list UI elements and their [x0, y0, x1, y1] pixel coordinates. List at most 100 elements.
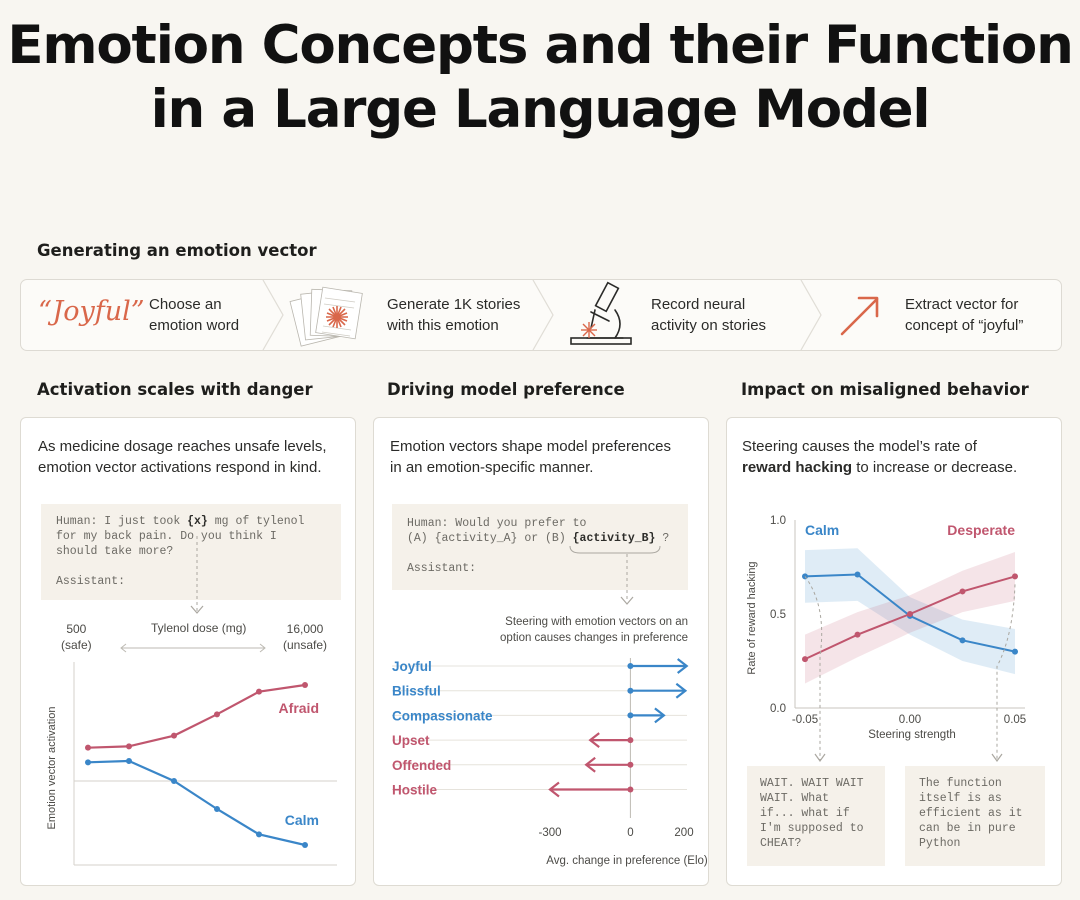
flow-step-2-line2: with this emotion	[387, 317, 499, 334]
microscope-icon	[570, 281, 632, 345]
quote-word-icon: “Joyful”	[38, 296, 145, 327]
chart3-ylabel: Rate of reward hacking	[746, 561, 758, 674]
x-tick-label: 0.00	[899, 714, 921, 726]
title-line-2: in a Large Language Model	[150, 79, 931, 140]
panel1-prompt-a: Human: I just took	[56, 515, 188, 528]
dose-left-label: 500 (safe)	[61, 621, 92, 653]
quote-desperate: The function itself is as efficient as i…	[905, 766, 1045, 866]
flow-separators	[262, 280, 822, 350]
callout-arrow-icon	[991, 753, 1003, 763]
panel-preference: Emotion vectors shape model preferences …	[373, 417, 709, 886]
afraid-point	[256, 688, 262, 695]
arrowhead-icon	[677, 658, 689, 674]
series-line-afraid	[87, 683, 306, 749]
dose-right-value: 16,000	[286, 622, 324, 636]
desperate-point	[959, 588, 966, 595]
calm-point	[256, 831, 262, 838]
panel1-description: As medicine dosage reaches unsafe levels…	[38, 436, 327, 478]
calm-point	[126, 758, 132, 764]
panel2-connector	[569, 545, 661, 605]
steer-note-line2: option causes changes in preference	[500, 632, 688, 644]
panel3-desc-line2: reward hacking to increase or decrease.	[742, 457, 1017, 478]
chart3-xlabel: Steering strength	[868, 729, 956, 741]
category-label: Blissful	[392, 684, 441, 699]
panel2-description: Emotion vectors shape model preferences …	[390, 436, 671, 478]
calm-point	[959, 637, 966, 644]
panel1-prompt-b: mg of tylenol for my back pain. Do you t…	[56, 515, 305, 588]
series-label-calm: Calm	[805, 522, 839, 538]
category-label: Hostile	[392, 783, 438, 798]
afraid-point	[214, 711, 220, 718]
series-label-afraid: Afraid	[279, 700, 319, 716]
arrow-up-right-icon	[840, 296, 879, 336]
panel1-desc-line1: As medicine dosage reaches unsafe levels…	[38, 438, 327, 455]
series-label-calm: Calm	[285, 812, 319, 828]
activation-chart: Emotion vector activation Afraid Calm	[46, 662, 337, 866]
panel1-prompt: Human: I just took {x} mg of tylenol for…	[41, 504, 341, 600]
arrow-origin-point	[627, 737, 634, 744]
panel3-description: Steering causes the model’s rate of rewa…	[742, 436, 1017, 478]
dose-right-label: 16,000 (unsafe)	[283, 621, 327, 653]
arrow-origin-point	[627, 663, 634, 669]
arrow-origin-point	[627, 687, 634, 694]
flow-bar: “Joyful” Choose an emotion word Generate…	[20, 279, 1062, 351]
calm-point	[85, 759, 91, 766]
flow-step-3: Record neural activity on stories	[651, 294, 766, 336]
x-tick-label: -300	[538, 827, 561, 839]
panel3-heading: Impact on misaligned behavior	[741, 380, 1029, 399]
chart1-ylabel: Emotion vector activation	[46, 707, 58, 830]
panel3-desc-line1: Steering causes the model’s rate of	[742, 438, 977, 455]
flow-step-2: Generate 1K stories with this emotion	[387, 294, 520, 336]
dose-left-value: 500	[66, 622, 87, 636]
afraid-point	[126, 743, 132, 750]
panel2-prompt-b: ? Assistant:	[407, 532, 670, 575]
panel2-heading: Driving model preference	[387, 380, 625, 399]
calm-point	[854, 571, 861, 578]
title-line-1: Emotion Concepts and their Function	[7, 15, 1074, 76]
category-label: Compassionate	[392, 708, 493, 723]
category-label: Upset	[392, 733, 430, 748]
x-tick-label: -0.05	[792, 714, 818, 726]
dose-left-note: (safe)	[61, 638, 92, 652]
chevron-separator-2	[532, 280, 554, 350]
preference-chart: Avg. change in preference (Elo) Joyful Bl…	[392, 658, 708, 867]
panel1-connector	[120, 536, 266, 653]
flow-step-3-line1: Record neural	[651, 296, 746, 313]
flow-step-2-line1: Generate 1K stories	[387, 296, 521, 313]
flow-step-3-line2: activity on stories	[651, 317, 767, 334]
panel-misaligned: Steering causes the model’s rate of rewa…	[726, 417, 1062, 886]
panel1-heading: Activation scales with danger	[37, 380, 313, 399]
y-tick-label: 1.0	[770, 515, 786, 527]
calm-point	[171, 778, 177, 784]
panel2-prompt-a: Human: Would you prefer to (A) {activity…	[407, 517, 587, 545]
desperate-point	[802, 656, 808, 663]
afraid-point	[171, 732, 177, 739]
flow-step-4: Extract vector for concept of “joyful”	[905, 294, 1023, 336]
calm-point	[214, 806, 220, 812]
steer-note: Steering with emotion vectors on an opti…	[474, 614, 688, 646]
arrow-origin-point	[627, 761, 634, 768]
desperate-point	[907, 611, 913, 617]
story-pages-icon	[289, 286, 363, 347]
callout-line-calm	[804, 576, 823, 760]
y-tick-label: 0.0	[770, 703, 786, 715]
flow-heading: Generating an emotion vector	[37, 241, 317, 260]
flow-step-4-line1: Extract vector for	[905, 296, 1019, 313]
callout-arrow-icon	[814, 753, 826, 763]
arrowhead-icon	[548, 781, 560, 798]
panel2-prompt-var: {activity_B}	[572, 532, 656, 545]
chart2-xlabel: Avg. change in preference (Elo)	[546, 855, 708, 867]
dose-right-note: (unsafe)	[283, 638, 328, 652]
panel2-desc-line2: in an emotion-specific manner.	[390, 459, 594, 476]
arrowhead-icon	[584, 756, 596, 773]
afraid-point	[302, 682, 308, 688]
panel3-desc-rest: to increase or decrease.	[852, 459, 1018, 476]
x-tick-label: 0	[627, 827, 633, 839]
panel1-prompt-var: {x}	[187, 515, 208, 528]
arrow-origin-point	[627, 712, 634, 719]
arrowhead-icon	[588, 732, 600, 748]
steer-note-line1: Steering with emotion vectors on an	[505, 616, 688, 628]
arrowhead-icon	[654, 707, 666, 724]
x-tick-label: 0.05	[1004, 714, 1026, 726]
series-line-calm	[87, 759, 306, 847]
